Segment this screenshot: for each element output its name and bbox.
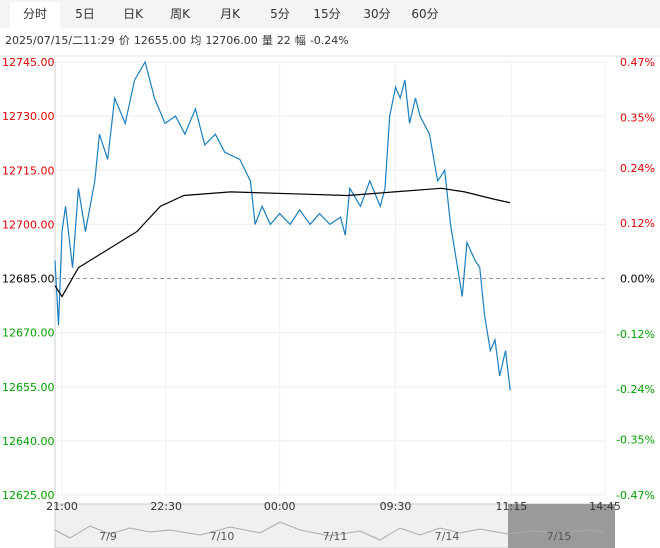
info-item: 12655.00	[134, 34, 187, 47]
price-line	[54, 187, 511, 298]
tab[interactable]: 月K	[220, 7, 241, 21]
y2-tick-label: 0.12%	[620, 217, 655, 230]
plot: 12745.00 12730.00 12715.00 12700.00 12685.00…	[2, 56, 655, 543]
tab[interactable]: 30分	[363, 7, 390, 21]
y-tick-label: 12730.00	[2, 110, 55, 123]
y-tick-label: 12670.00	[2, 327, 55, 340]
navigator-label: 7/11	[323, 530, 348, 543]
y2-tick-label: 0.35%	[620, 111, 655, 124]
info-item: 12706.00	[205, 34, 258, 47]
y-tick-label: 12655.00	[2, 381, 55, 394]
y-tick-label: 12700.00	[2, 218, 55, 231]
y-tick-label: 12685.00	[2, 273, 55, 286]
tab-bar	[0, 0, 660, 28]
tab[interactable]: 周K	[170, 7, 191, 21]
y2-tick-label: -0.35%	[616, 434, 655, 447]
y2-tick-label: -0.12%	[616, 328, 655, 341]
navigator-label: 7/10	[210, 530, 235, 543]
info-item: 均	[190, 34, 201, 47]
navigator-label: 7/14	[435, 530, 460, 543]
navigator-selection[interactable]	[508, 504, 615, 548]
info-item: 2025/07/15/二11:29	[5, 34, 115, 47]
y-tick-label: 12625.00	[2, 489, 55, 502]
info-item: 幅	[295, 34, 306, 47]
info-item: 价	[119, 34, 130, 47]
navigator-label: 7/15	[547, 530, 572, 543]
x-tick-label: 21:00	[46, 500, 78, 513]
info-item: -0.24%	[310, 34, 349, 47]
y2-tick-label: -0.24%	[616, 383, 655, 396]
navigator-label: 7/9	[99, 530, 117, 543]
y2-tick-label: -0.47%	[616, 489, 655, 502]
y2-tick-label: 0.24%	[620, 162, 655, 175]
x-tick-label: 14:45	[589, 500, 621, 513]
y-tick-label: 12715.00	[2, 164, 55, 177]
tab[interactable]: 日K	[123, 7, 144, 21]
navigator-line	[54, 521, 606, 541]
y-tick-label: 12640.00	[2, 435, 55, 448]
info-item: 22	[277, 34, 291, 47]
y-tick-label: 12745.00	[2, 56, 55, 69]
y2-tick-label: 0.00%	[620, 273, 655, 286]
info-line: 2025/07/15/二11:29 价 12655.00 均 12706.00 量 22 幅 -…	[5, 34, 349, 47]
tab[interactable]: 5日	[75, 7, 95, 21]
y2-tick-label: 0.47%	[620, 56, 655, 69]
x-tick-label: 09:30	[380, 500, 412, 513]
price-line	[54, 60, 511, 391]
x-tick-label: 22:30	[150, 500, 182, 513]
tab[interactable]: 60分	[411, 7, 438, 21]
x-tick-label: 00:00	[264, 500, 296, 513]
tab[interactable]: 15分	[313, 7, 340, 21]
tab[interactable]: 分时	[23, 7, 47, 21]
x-tick-label: 11:15	[496, 500, 528, 513]
tab[interactable]: 5分	[270, 7, 290, 21]
info-item: 量	[262, 34, 273, 47]
active-tab	[10, 2, 60, 28]
